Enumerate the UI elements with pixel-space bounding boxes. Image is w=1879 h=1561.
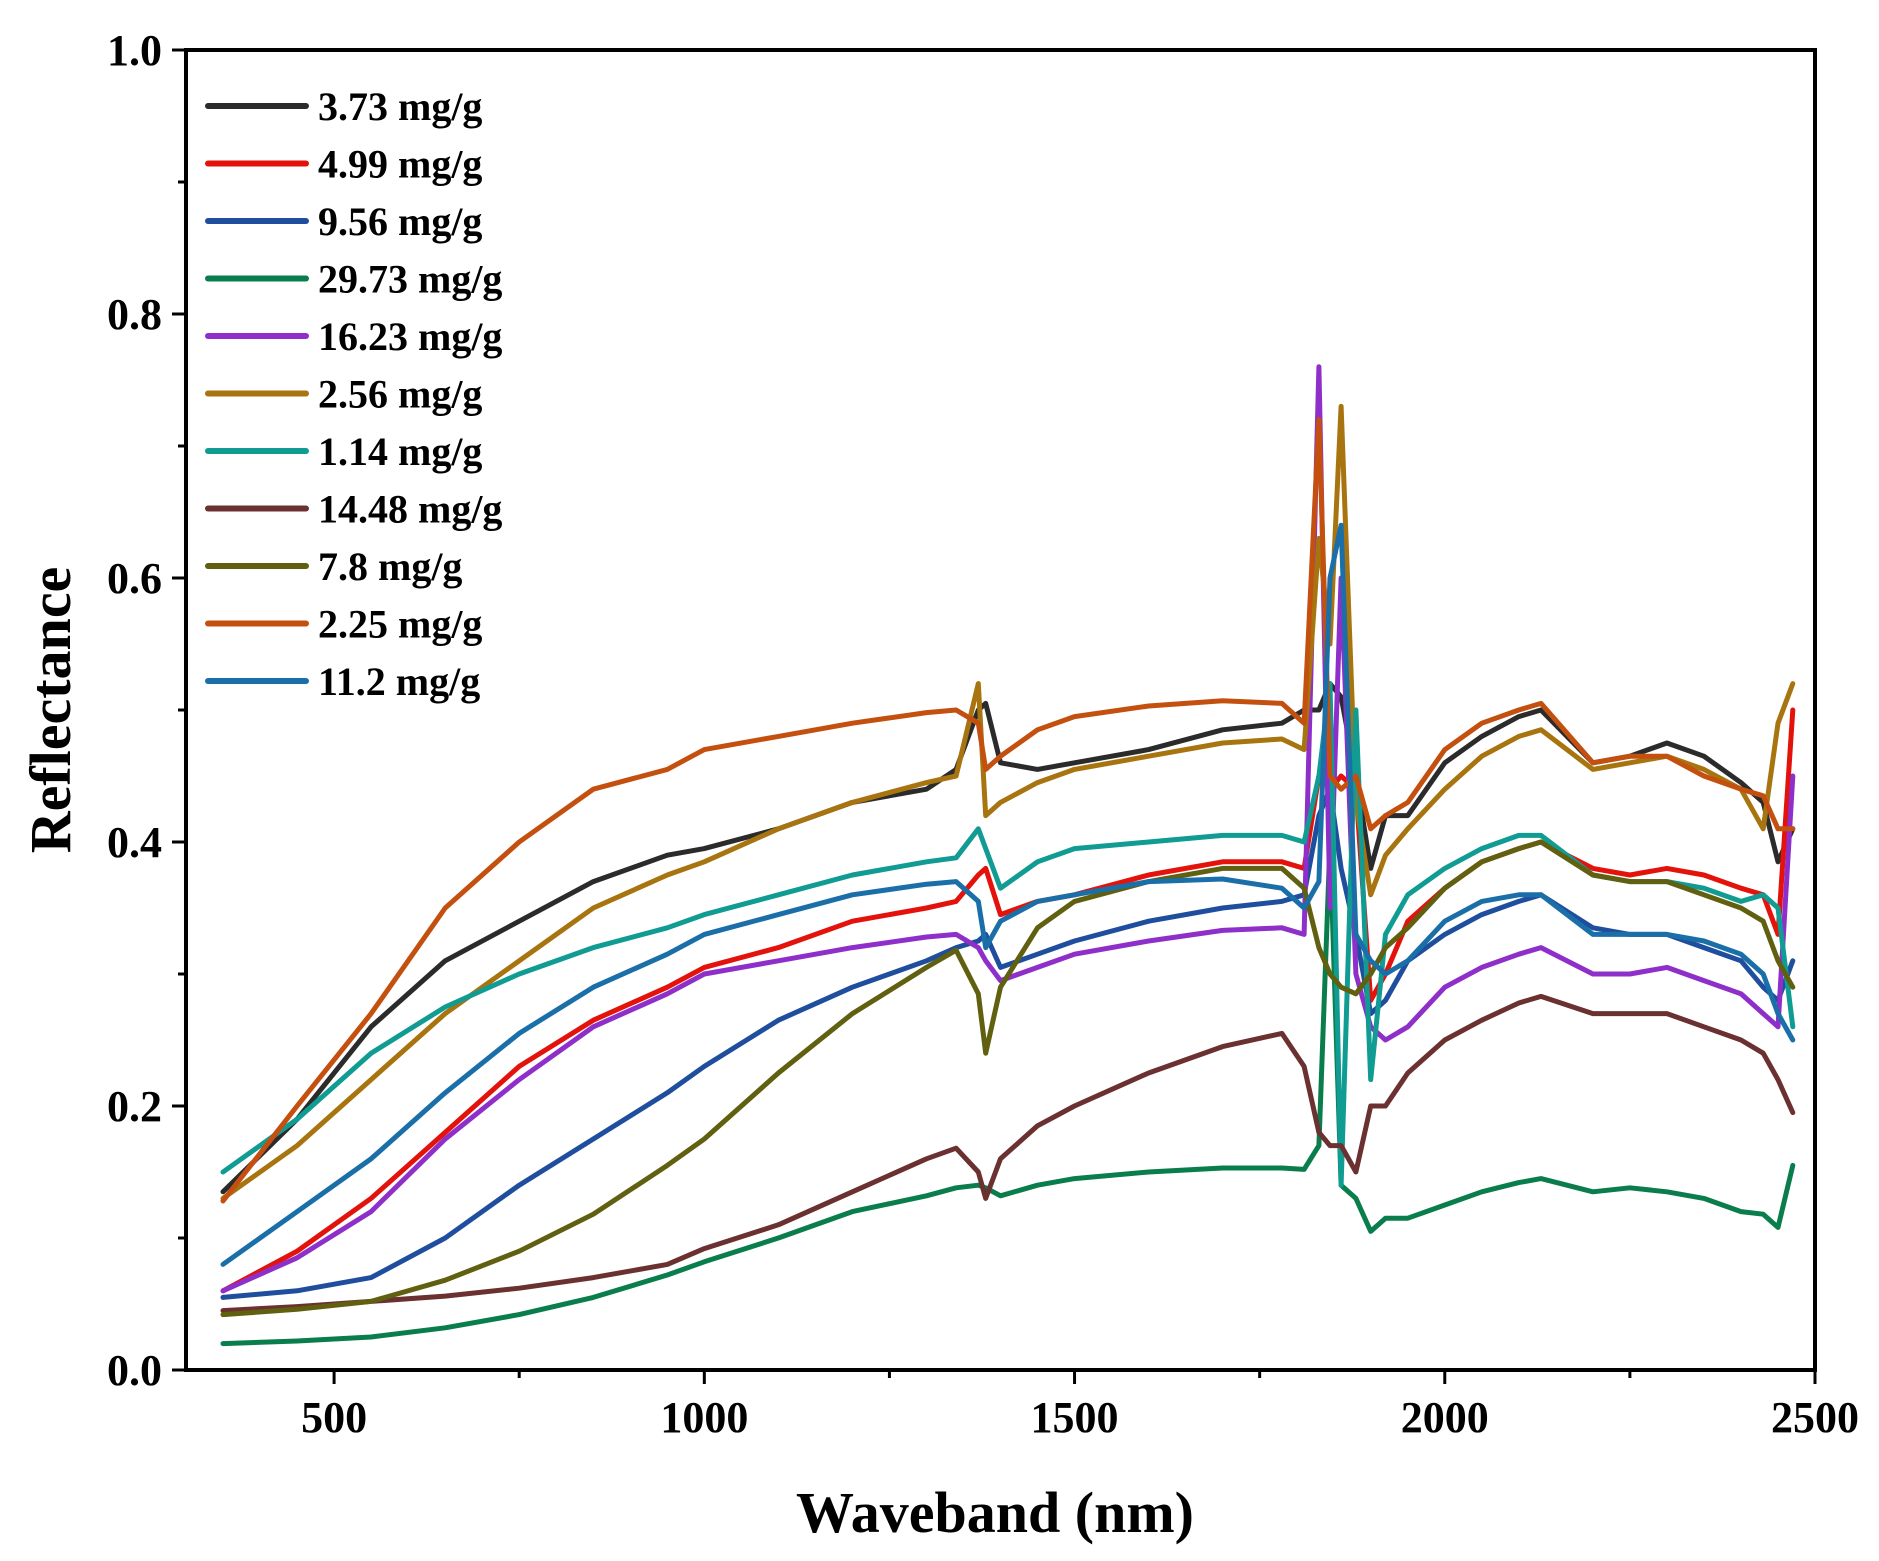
plot-frame <box>184 48 1817 1372</box>
y-tick-label: 0.2 <box>107 1082 162 1131</box>
y-tick-labels: 0.0 0.2 0.4 0.6 0.8 1.0 <box>107 26 162 1395</box>
x-tick-label: 1000 <box>660 1393 748 1442</box>
y-tick-label: 0.4 <box>107 818 162 867</box>
legend-label-3: 9.56 mg/g <box>318 199 482 244</box>
y-tick-label: 0.0 <box>107 1346 162 1395</box>
series-line-10 <box>220 417 1796 1204</box>
y-tick-label: 1.0 <box>107 26 162 75</box>
series-line-9 <box>220 839 1796 1318</box>
series-line-8 <box>220 993 1796 1314</box>
legend-label-4: 29.73 mg/g <box>318 257 502 302</box>
legend-label-5: 16.23 mg/g <box>318 314 502 359</box>
y-tick-label: 0.8 <box>107 290 162 339</box>
x-tick-label: 2000 <box>1401 1393 1489 1442</box>
legend-label-7: 1.14 mg/g <box>318 429 482 474</box>
series-line-11 <box>220 522 1796 1267</box>
x-tick-label: 2500 <box>1771 1393 1859 1442</box>
legend-label-6: 2.56 mg/g <box>318 372 482 417</box>
y-tick-label: 0.6 <box>107 554 162 603</box>
series-layer <box>220 364 1796 1347</box>
legend-label-9: 7.8 mg/g <box>318 544 462 589</box>
legend-label-8: 14.48 mg/g <box>318 487 502 532</box>
x-tick-label: 500 <box>301 1393 367 1442</box>
series-line-3 <box>220 786 1796 1300</box>
y-axis-title: Reflectance <box>18 567 83 854</box>
legend-label-11: 11.2 mg/g <box>318 659 480 704</box>
series-line-5 <box>220 364 1796 1294</box>
legend-label-1: 3.73 mg/g <box>318 84 482 129</box>
legend-label-2: 4.99 mg/g <box>318 142 482 187</box>
series-line-2 <box>220 707 1796 1294</box>
legend: 3.73 mg/g 4.99 mg/g 9.56 mg/g 29.73 mg/g 16.… <box>205 84 502 704</box>
x-axis-title: Waveband (nm) <box>796 1480 1194 1545</box>
series-line-6 <box>220 403 1796 1201</box>
series-line-7 <box>220 681 1796 1188</box>
series-line-4 <box>220 839 1796 1347</box>
x-tick-labels: 500 1000 1500 2000 2500 <box>301 1393 1859 1442</box>
series-line-1 <box>220 681 1796 1195</box>
x-tick-label: 1500 <box>1031 1393 1119 1442</box>
legend-label-10: 2.25 mg/g <box>318 602 482 647</box>
